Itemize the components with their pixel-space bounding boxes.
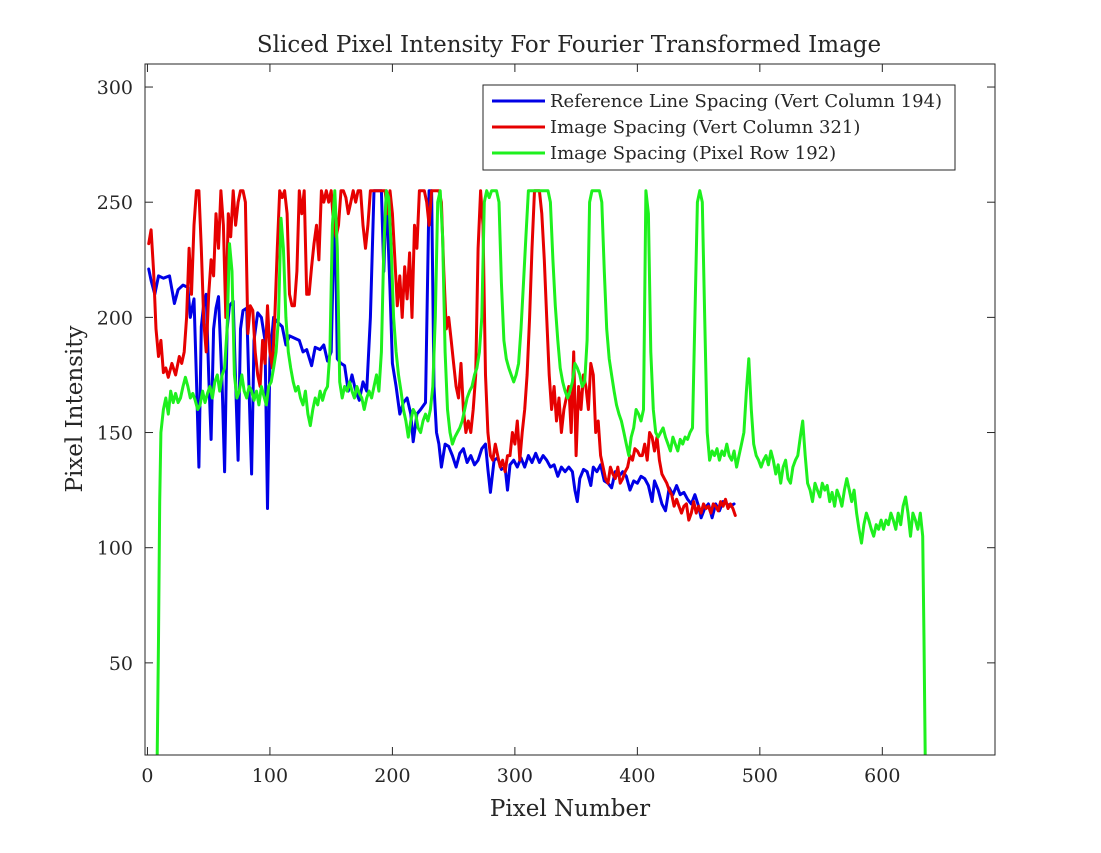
y-axis-label: Pixel Intensity [62,325,88,492]
y-tick-label: 300 [97,77,133,99]
plot-border [144,63,996,756]
x-tick-label: 600 [864,765,900,787]
y-axis: 50 100 150 200 250 300 [97,77,995,675]
y-tick-label: 50 [109,653,133,675]
x-tick-label: 200 [374,765,410,787]
series-line-reference-line-spacing-vert-column-194 [147,189,736,520]
chart-title: Sliced Pixel Intensity For Fourier Trans… [257,32,881,58]
legend-label: Image Spacing (Vert Column 321) [550,117,860,138]
legend: Reference Line Spacing (Vert Column 194)… [482,84,956,171]
plot-area: 0 100 200 300 400 500 600 50 100 150 200 250 300 [97,63,996,787]
legend-box [482,84,956,171]
x-axis-label: Pixel Number [490,796,650,822]
x-tick-label: 100 [252,765,288,787]
legend-entries: Reference Line Spacing (Vert Column 194)… [492,91,942,164]
x-tick-label: 400 [619,765,655,787]
x-tick-label: 500 [742,765,778,787]
y-tick-label: 100 [97,538,133,560]
series-line-image-spacing-pixel-row-192 [155,189,927,755]
legend-label: Reference Line Spacing (Vert Column 194) [550,91,942,112]
y-tick-label: 150 [97,423,133,445]
x-axis: 0 100 200 300 400 500 600 [141,64,900,787]
x-tick-label: 300 [497,765,533,787]
y-tick-label: 200 [97,307,133,329]
x-tick-label: 0 [141,765,153,787]
series-lines [147,189,927,755]
legend-label: Image Spacing (Pixel Row 192) [550,143,836,164]
y-tick-label: 250 [97,192,133,214]
